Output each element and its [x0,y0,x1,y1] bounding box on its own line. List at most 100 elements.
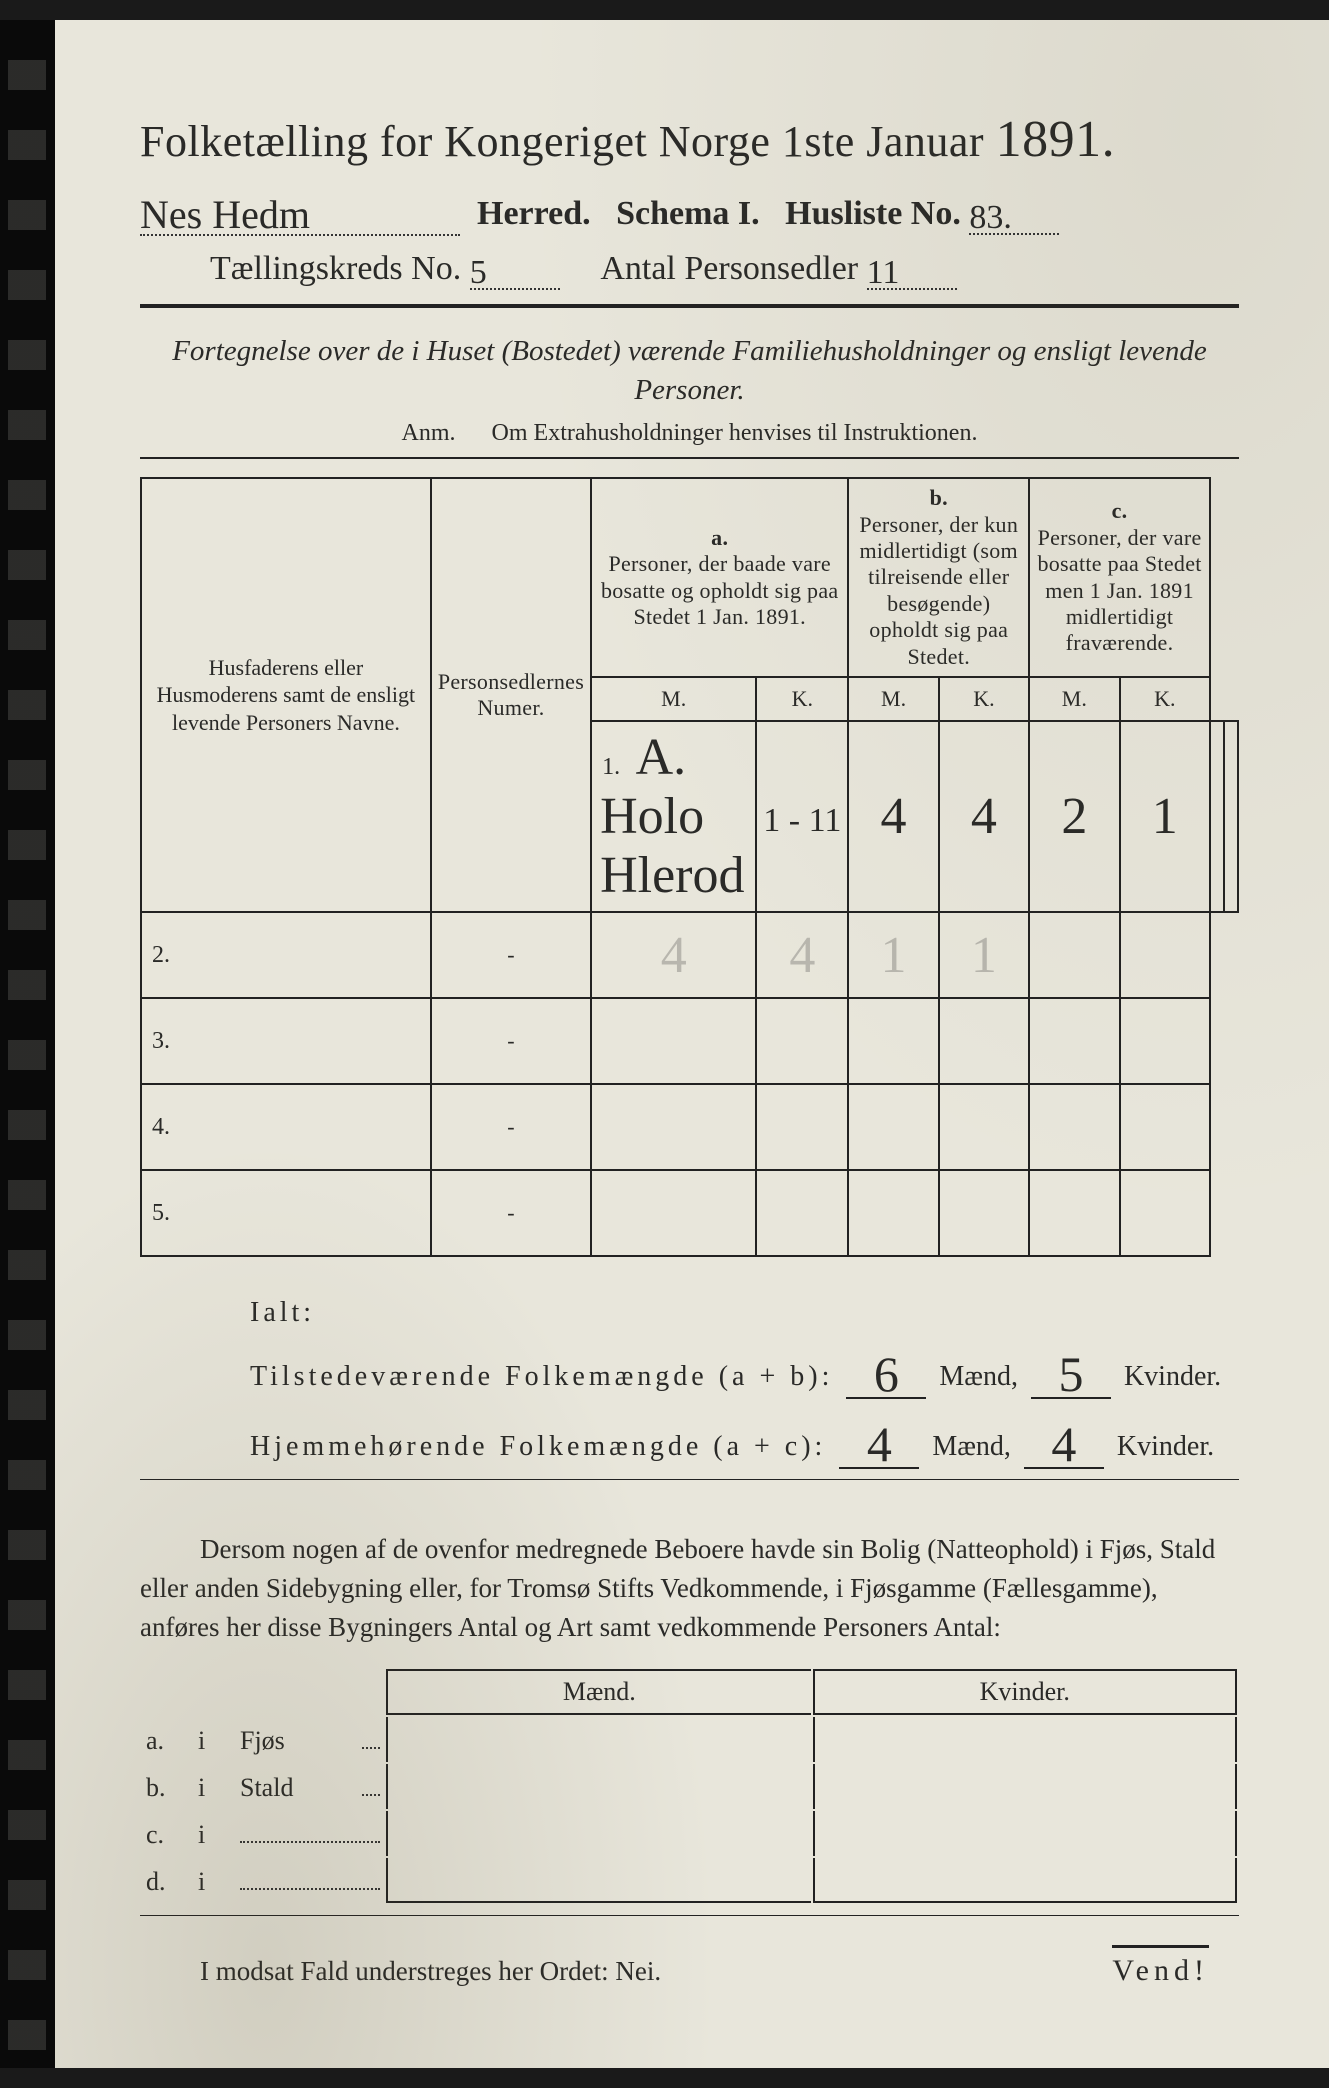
table-row: 5. - [141,1170,1238,1256]
sub-cell-k [813,1764,1237,1809]
val-faint: 4 [661,927,687,984]
val-faint: 1 [881,927,907,984]
cell-num: - [431,1084,591,1170]
sub-i: i [194,1811,234,1856]
cell [939,1170,1029,1256]
husliste-label: Husliste No. [785,195,961,232]
cell-num: - [431,912,591,998]
cell [591,1084,756,1170]
cell [848,1084,938,1170]
sub-label: Fjøs [236,1717,356,1762]
ialt-line2-label: Hjemmehørende Folkemængde (a + c): [250,1431,826,1462]
cell [1120,1084,1210,1170]
cell [591,998,756,1084]
cell-name: 3. [141,998,431,1084]
header-line-2: Tællingskreds No. 5 Antal Personsedler 1… [210,250,1239,290]
maend-label: Mænd, [932,1431,1011,1462]
table-row: 4. - [141,1084,1238,1170]
cell-bM: 2 [1029,721,1119,912]
sub-key: d. [142,1858,192,1903]
sub-row: b. i Stald [142,1764,1237,1809]
table-row: 2. - 4 4 1 1 [141,912,1238,998]
grp-a-label: a. [711,525,728,550]
ialt-line1-label: Tilstedeværende Folkemængde (a + b): [250,1361,833,1392]
col-b-header: b. Personer, der kun midlertidigt (som t… [848,478,1029,677]
cell-cK [1120,912,1210,998]
anm-label: Anm. [402,420,456,446]
maend-label: Mænd, [939,1361,1018,1392]
sub-key: c. [142,1811,192,1856]
page-title: Folketælling for Kongeriget Norge 1ste J… [140,110,1239,169]
kreds-field: 5 [470,250,560,290]
schema-label: Schema I. [616,195,760,232]
mk-cell: M. [1029,677,1119,721]
cell-name: 5. [141,1170,431,1256]
ialt-block: Ialt: Tilstedeværende Folkemængde (a + b… [250,1297,1239,1469]
ialt-k: 4 [1051,1416,1076,1472]
sub-i: i [194,1764,234,1809]
mk-cell: M. [848,677,938,721]
sub-label: Stald [236,1764,356,1809]
cell [1120,1170,1210,1256]
val: 4 [881,788,907,845]
grp-c-label: c. [1112,498,1128,523]
cell-num: 1 - 11 [756,721,848,912]
census-table: Husfaderens eller Husmoderens samt de en… [140,477,1239,1257]
ialt-k: 5 [1058,1346,1083,1402]
sub-table: Mænd. Kvinder. a. i Fjøs b. i Stald c. i [140,1667,1239,1905]
census-form-page: Folketælling for Kongeriget Norge 1ste J… [0,20,1329,2068]
sub-head-k: Kvinder. [813,1669,1237,1715]
sub-key: b. [142,1764,192,1809]
mk-cell: K. [1120,677,1210,721]
cell-bK: 1 [939,912,1029,998]
sub-cell-m [386,1717,810,1762]
sub-row: a. i Fjøs [142,1717,1237,1762]
cell-aM: 4 [848,721,938,912]
col-c-header: c. Personer, der vare bosatte paa Stedet… [1029,478,1210,677]
cell [1029,998,1119,1084]
sub-cell-m [386,1764,810,1809]
cell [939,1084,1029,1170]
antal-value: 11 [867,254,900,291]
herred-label: Herred. [477,195,591,232]
header-line-1: Nes Hedm Herred. Schema I. Husliste No. … [140,187,1239,236]
sub-key: a. [142,1717,192,1762]
cell [591,1170,756,1256]
cell [756,998,848,1084]
dots [240,1864,380,1890]
husliste-field: 83. [969,195,1059,235]
val-faint: 4 [789,927,815,984]
divider [140,304,1239,308]
cell-aK: 4 [756,912,848,998]
divider [140,1915,1239,1916]
cell [756,1170,848,1256]
dots [240,1817,380,1843]
val: 4 [971,788,997,845]
mk-cell: M. [591,677,756,721]
sub-cell-k [813,1811,1237,1856]
ialt-k-field: 4 [1024,1409,1104,1469]
ialt-label: Ialt: [250,1297,1239,1329]
row-num: 4. [150,1114,180,1141]
row-num: 5. [150,1200,180,1227]
herred-field: Nes Hedm [140,187,460,236]
sub-i: i [194,1717,234,1762]
mk-cell: K. [756,677,848,721]
ialt-line-1: Tilstedeværende Folkemængde (a + b): 6 M… [250,1339,1239,1399]
val: 2 [1061,788,1087,845]
cell [848,1170,938,1256]
sub-cell-m [386,1858,810,1903]
grp-b-text: Personer, der kun midlertidigt (som tilr… [859,512,1018,669]
cell-name: 2. [141,912,431,998]
cell [1029,1084,1119,1170]
cell-aM: 4 [591,912,756,998]
cell [1120,998,1210,1084]
cell-aK: 4 [939,721,1029,912]
table-header-row-1: Husfaderens eller Husmoderens samt de en… [141,478,1238,677]
sub-i: i [194,1858,234,1903]
sub-head-m: Mænd. [386,1669,810,1715]
ialt-line-2: Hjemmehørende Folkemængde (a + c): 4 Mæn… [250,1409,1239,1469]
dots [362,1723,380,1749]
col-name-text: Husfaderens eller Husmoderens samt de en… [157,655,415,735]
kreds-label: Tællingskreds No. [210,250,461,287]
